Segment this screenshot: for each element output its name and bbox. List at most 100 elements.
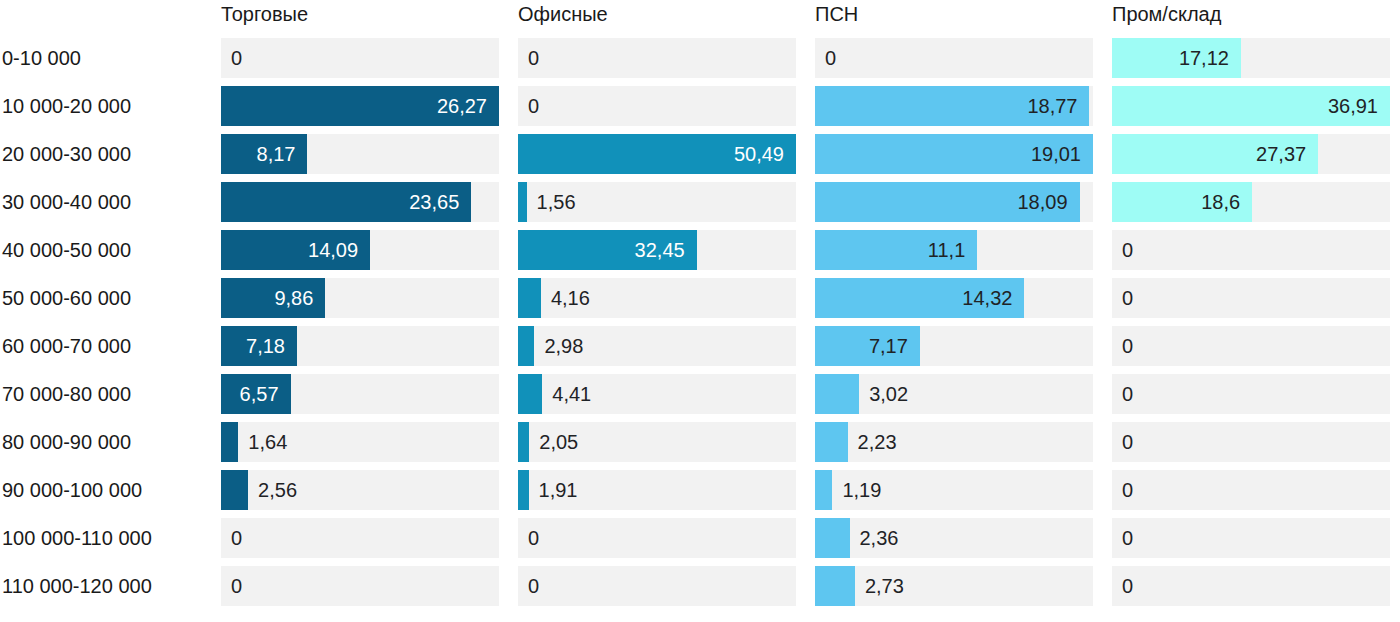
bar[interactable]: 27,37 — [1112, 134, 1318, 174]
bar-value-label: 2,98 — [544, 326, 583, 366]
bar[interactable] — [815, 518, 850, 558]
bar[interactable] — [518, 422, 529, 462]
bar-cell: 4,16 — [518, 278, 796, 318]
bar[interactable]: 11,1 — [815, 230, 977, 270]
bar[interactable] — [518, 326, 534, 366]
bar[interactable]: 14,32 — [815, 278, 1024, 318]
bar[interactable]: 18,09 — [815, 182, 1080, 222]
bar-track: 6,57 — [221, 374, 499, 414]
table-row: 110 000-120 000002,730 — [0, 566, 1390, 606]
bar-track: 14,09 — [221, 230, 499, 270]
bar-value-label: 2,23 — [858, 422, 897, 462]
bar-track: 36,91 — [1112, 86, 1390, 126]
bar[interactable]: 32,45 — [518, 230, 697, 270]
bar-cell: 2,56 — [221, 470, 499, 510]
bar-track: 0 — [221, 518, 499, 558]
bar[interactable]: 23,65 — [221, 182, 471, 222]
bar[interactable]: 50,49 — [518, 134, 796, 174]
bar[interactable] — [815, 470, 832, 510]
table-row: 100 000-110 000002,360 — [0, 518, 1390, 558]
bar-value-label: 0 — [231, 566, 242, 606]
bar-cell: 23,65 — [221, 182, 499, 222]
bar-track: 18,09 — [815, 182, 1093, 222]
bar[interactable]: 18,77 — [815, 86, 1089, 126]
bar[interactable]: 7,18 — [221, 326, 297, 366]
bar-value-label: 0 — [1122, 566, 1133, 606]
bar-track: 26,27 — [221, 86, 499, 126]
bar[interactable] — [815, 422, 848, 462]
bar[interactable] — [518, 470, 529, 510]
bar-cell: 4,41 — [518, 374, 796, 414]
bar-track: 1,64 — [221, 422, 499, 462]
bar-track: 19,01 — [815, 134, 1093, 174]
table-row: 10 000-20 00026,27018,7736,91 — [0, 86, 1390, 126]
bar-value-label: 0 — [528, 38, 539, 78]
bar-value-label: 18,77 — [1027, 86, 1089, 126]
bar-cell: 27,37 — [1112, 134, 1390, 174]
table-row: 70 000-80 0006,574,413,020 — [0, 374, 1390, 414]
bar[interactable] — [221, 470, 248, 510]
bar[interactable]: 8,17 — [221, 134, 307, 174]
bar-track: 0 — [221, 566, 499, 606]
bar[interactable]: 14,09 — [221, 230, 370, 270]
bar-cell: 32,45 — [518, 230, 796, 270]
column-header-psn: ПСН — [815, 2, 1093, 26]
bar[interactable] — [815, 374, 859, 414]
table-row: 0-10 00000017,12 — [0, 38, 1390, 78]
bar[interactable] — [815, 566, 855, 606]
bar[interactable]: 19,01 — [815, 134, 1093, 174]
bar-cell: 18,77 — [815, 86, 1093, 126]
bar-value-label: 26,27 — [437, 86, 499, 126]
bar[interactable]: 36,91 — [1112, 86, 1390, 126]
bar-track: 1,56 — [518, 182, 796, 222]
bar-value-label: 0 — [1122, 422, 1133, 462]
bar[interactable] — [518, 182, 527, 222]
bar-track: 2,56 — [221, 470, 499, 510]
bar[interactable] — [518, 278, 541, 318]
bar-cell: 0 — [221, 38, 499, 78]
bar-value-label: 0 — [528, 518, 539, 558]
bar-track: 23,65 — [221, 182, 499, 222]
bar-cell: 26,27 — [221, 86, 499, 126]
bar[interactable]: 26,27 — [221, 86, 499, 126]
bar-track: 2,98 — [518, 326, 796, 366]
bar[interactable]: 17,12 — [1112, 38, 1241, 78]
bar-track: 0 — [1112, 278, 1390, 318]
bar-cell: 0 — [1112, 566, 1390, 606]
table-row: 60 000-70 0007,182,987,170 — [0, 326, 1390, 366]
bar-value-label: 8,17 — [257, 134, 308, 174]
bar-cell: 0 — [1112, 278, 1390, 318]
bar-value-label: 1,91 — [539, 470, 578, 510]
bar-track: 18,6 — [1112, 182, 1390, 222]
bar-value-label: 32,45 — [635, 230, 697, 270]
bar-cell: 2,05 — [518, 422, 796, 462]
bar-cell: 6,57 — [221, 374, 499, 414]
bar[interactable]: 18,6 — [1112, 182, 1252, 222]
bar-track: 0 — [518, 38, 796, 78]
bar[interactable]: 9,86 — [221, 278, 325, 318]
bar[interactable] — [221, 422, 238, 462]
bar-track: 2,05 — [518, 422, 796, 462]
bar-track: 11,1 — [815, 230, 1093, 270]
bar-cell: 2,98 — [518, 326, 796, 366]
chart-rows: 0-10 00000017,1210 000-20 00026,27018,77… — [0, 38, 1390, 606]
bar-track: 32,45 — [518, 230, 796, 270]
row-label: 90 000-100 000 — [0, 470, 202, 510]
bar[interactable] — [518, 374, 542, 414]
bar-cell: 1,64 — [221, 422, 499, 462]
bar[interactable]: 7,17 — [815, 326, 920, 366]
bar[interactable]: 6,57 — [221, 374, 291, 414]
bar-value-label: 17,12 — [1179, 38, 1241, 78]
bar-value-label: 1,56 — [537, 182, 576, 222]
bar-track: 17,12 — [1112, 38, 1390, 78]
bar-track: 0 — [1112, 422, 1390, 462]
bar-cell: 0 — [1112, 326, 1390, 366]
bar-value-label: 18,6 — [1201, 182, 1252, 222]
bar-value-label: 2,56 — [258, 470, 297, 510]
bar-cell: 7,18 — [221, 326, 499, 366]
bar-track: 4,16 — [518, 278, 796, 318]
bar-track: 18,77 — [815, 86, 1093, 126]
bar-cell: 14,09 — [221, 230, 499, 270]
bar-cell: 3,02 — [815, 374, 1093, 414]
bar-table-chart: Торговые Офисные ПСН Пром/склад 0-10 000… — [0, 0, 1400, 622]
